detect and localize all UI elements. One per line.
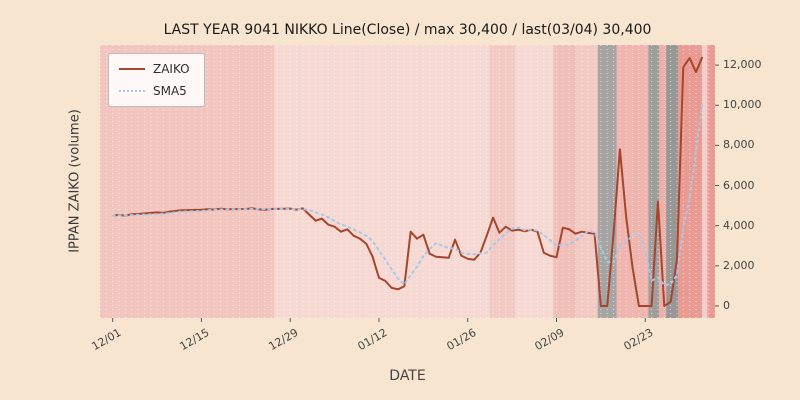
tick-marks-group [112,64,719,322]
y-tick-label: 4,000 [723,218,755,232]
legend-item-zaiko: ZAIKO [119,62,190,76]
sma5-line [111,101,704,287]
chart-title: LAST YEAR 9041 NIKKO Line(Close) / max 3… [163,22,652,38]
y-tick-label: 8,000 [723,138,755,152]
sma5-line-sample [119,90,145,92]
y-tick-label: 12,000 [723,58,762,72]
bands-group [100,45,715,318]
y-tick-label: 2,000 [723,258,755,272]
x-axis-label: DATE [389,368,426,384]
legend-label-zaiko: ZAIKO [153,62,190,76]
zaiko-line-sample [119,68,145,70]
y-tick-label: 6,000 [723,178,755,192]
legend-label-sma5: SMA5 [153,84,187,98]
y-axis-label: IPPAN ZAIKO (volume) [67,109,83,253]
y-tick-label: 10,000 [723,98,762,112]
gridlines-group [99,45,716,318]
legend-item-sma5: SMA5 [119,84,190,98]
legend: ZAIKO SMA5 [108,53,205,107]
y-tick-label: 0 [723,298,730,312]
